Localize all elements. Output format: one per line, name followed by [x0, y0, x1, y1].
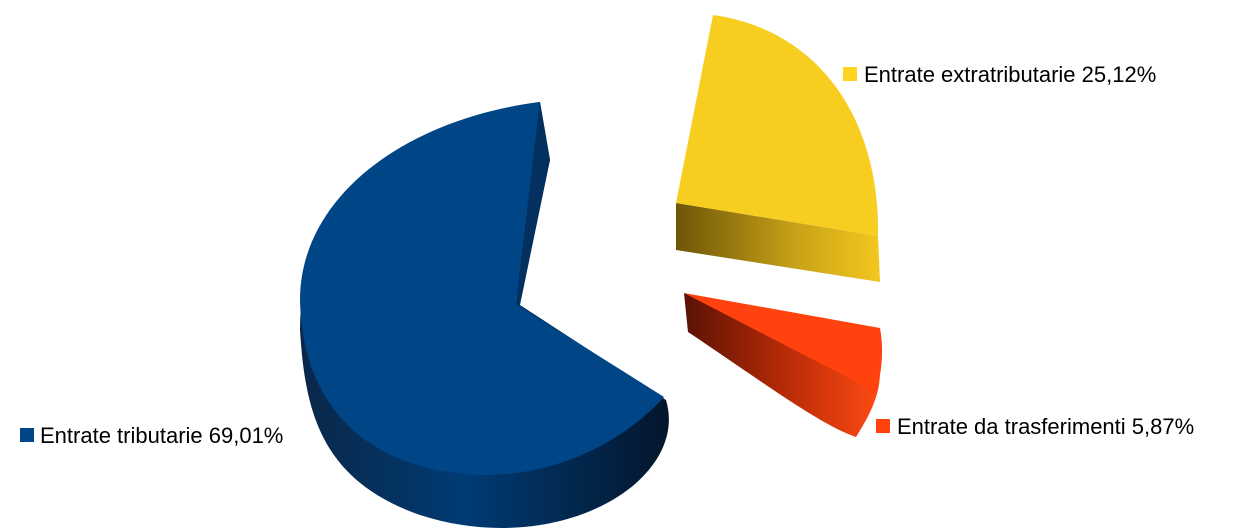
label-text-tributarie: Entrate tributarie 69,01% [40, 423, 283, 448]
slice-entrate-da-trasferimenti [684, 293, 883, 437]
label-entrate-tributarie: Entrate tributarie 69,01% [20, 423, 283, 448]
slice-entrate-tributarie-cut [516, 102, 550, 305]
slice-entrate-tributarie [300, 102, 669, 528]
slice-entrate-extratributarie-top [676, 15, 879, 236]
slice-entrate-da-trasferimenti-top [684, 293, 883, 392]
legend-swatch-tributarie [20, 428, 34, 442]
legend-swatch-extratributarie [843, 67, 857, 81]
label-text-extratributarie: Entrate extratributarie 25,12% [864, 62, 1156, 87]
slice-entrate-tributarie-top [300, 102, 664, 476]
slice-entrate-extratributarie [676, 15, 880, 282]
slice-entrate-da-trasferimenti-side [684, 293, 880, 437]
label-entrate-da-trasferimenti: Entrate da trasferimenti 5,87% [876, 414, 1194, 439]
legend-swatch-trasferimenti [876, 419, 890, 433]
slice-entrate-extratributarie-side [676, 203, 880, 282]
label-entrate-extratributarie: Entrate extratributarie 25,12% [843, 62, 1156, 87]
label-text-trasferimenti: Entrate da trasferimenti 5,87% [897, 414, 1194, 439]
